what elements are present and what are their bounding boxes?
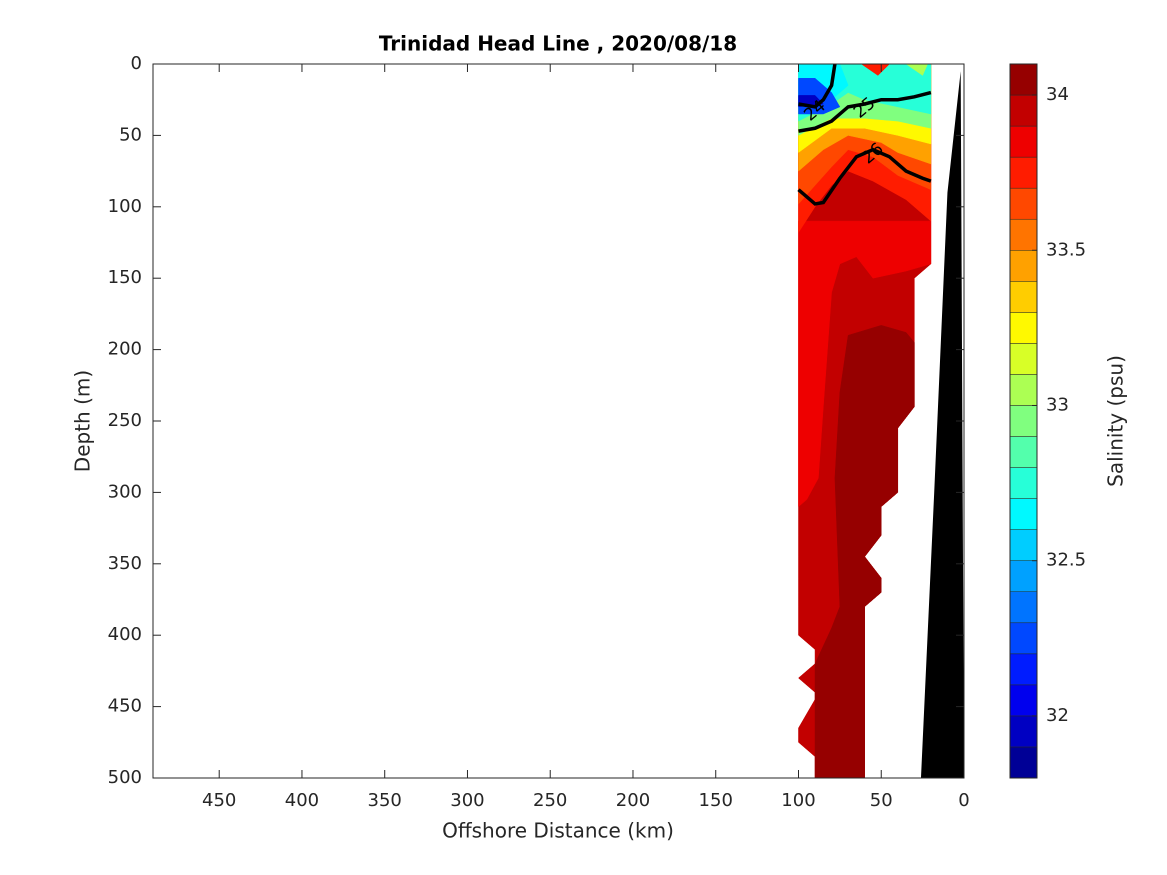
colorbar-band <box>1009 281 1038 313</box>
salinity-region <box>798 220 932 508</box>
x-tick-label: 100 <box>781 790 815 811</box>
bathymetry <box>920 71 964 778</box>
colorbar-band <box>1009 94 1038 127</box>
colorbar-label: Salinity (psu) <box>1104 355 1128 487</box>
colorbar-frame <box>1009 63 1038 779</box>
density-contour <box>798 90 932 133</box>
y-axis-label: Depth (m) <box>71 370 95 472</box>
colorbar-tick-label: 32 <box>1046 705 1069 726</box>
colorbar-band <box>1009 125 1038 158</box>
x-tick-label: 150 <box>699 790 733 811</box>
colorbar-band <box>1009 63 1038 96</box>
colorbar-band <box>1009 560 1038 592</box>
colorbar-band <box>1009 653 1038 686</box>
y-tick-label: 350 <box>108 553 142 574</box>
colorbar-tick-label: 34 <box>1046 84 1069 105</box>
x-tick-label: 450 <box>202 790 236 811</box>
y-tick-label: 100 <box>108 196 142 217</box>
colorbar-band <box>1009 218 1038 251</box>
x-tick-label: 300 <box>450 790 484 811</box>
y-tick-label: 200 <box>108 339 142 360</box>
salinity-region <box>814 325 915 779</box>
colorbar-band <box>1009 715 1038 748</box>
y-tick-label: 150 <box>108 267 142 288</box>
density-contour <box>798 63 837 109</box>
colorbar-band <box>1009 467 1038 499</box>
colorbar-band <box>1009 343 1038 375</box>
colorbar-band <box>1009 746 1038 779</box>
x-tick-label: 250 <box>533 790 567 811</box>
colorbar-band <box>1009 156 1038 189</box>
colorbar-tick-label: 33.5 <box>1046 239 1086 260</box>
y-tick-label: 50 <box>119 124 142 145</box>
colorbar-band <box>1009 436 1038 468</box>
colorbar-tick-label: 33 <box>1046 394 1069 415</box>
colorbar-band <box>1009 312 1038 344</box>
chart-title: Trinidad Head Line , 2020/08/18 <box>379 32 737 56</box>
colorbar-band <box>1009 684 1038 717</box>
y-tick-label: 400 <box>108 624 142 645</box>
colorbar-band <box>1009 405 1038 437</box>
colorbar-tick-label: 32.5 <box>1046 550 1086 571</box>
colorbar-band <box>1009 187 1038 220</box>
x-tick-label: 350 <box>368 790 402 811</box>
x-tick-label: 400 <box>285 790 319 811</box>
x-axis-label: Offshore Distance (km) <box>442 819 674 843</box>
y-tick-label: 250 <box>108 410 142 431</box>
colorbar-band <box>1009 498 1038 530</box>
colorbar-band <box>1009 250 1038 282</box>
colorbar-band <box>1009 374 1038 406</box>
colorbar-band <box>1009 529 1038 561</box>
y-tick-label: 300 <box>108 481 142 502</box>
y-tick-label: 500 <box>108 767 142 788</box>
y-tick-label: 0 <box>131 53 142 74</box>
density-contour <box>797 147 932 206</box>
y-tick-label: 450 <box>108 696 142 717</box>
x-tick-label: 50 <box>870 790 893 811</box>
x-tick-label: 0 <box>958 790 969 811</box>
colorbar-band <box>1009 622 1038 655</box>
colorbar-band <box>1009 591 1038 624</box>
x-tick-label: 200 <box>616 790 650 811</box>
